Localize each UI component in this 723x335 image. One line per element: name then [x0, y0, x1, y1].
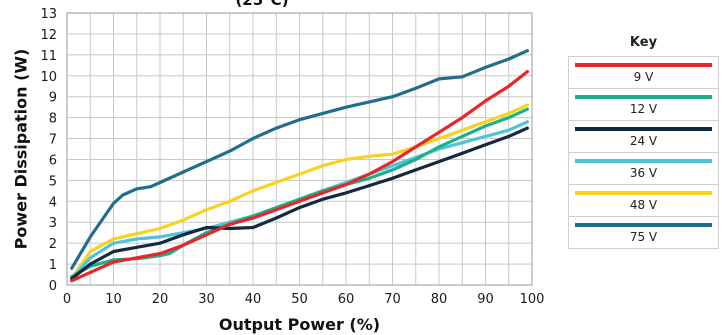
- y-tick-label: 8: [49, 112, 57, 127]
- series-lines: [70, 49, 530, 283]
- y-tick-label: 10: [40, 70, 57, 85]
- chart-title: (25°C): [235, 0, 288, 9]
- legend-entries: 9 V 12 V 24 V 36 V 48 V 75 V: [568, 56, 719, 249]
- x-tick-label: 100: [520, 292, 545, 307]
- x-tick-label: 50: [291, 292, 308, 307]
- y-tick-label: 9: [49, 91, 57, 106]
- y-tick-label: 1: [49, 258, 57, 273]
- x-tick-label: 30: [198, 292, 215, 307]
- y-tick-label: 0: [49, 279, 57, 294]
- legend-swatch: [575, 95, 712, 99]
- y-tick-label: 7: [49, 133, 57, 148]
- legend-item: 75 V: [568, 217, 719, 249]
- y-tick-label: 12: [40, 28, 57, 43]
- legend-item: 48 V: [568, 185, 719, 217]
- y-axis-label: Power Dissipation (W): [12, 49, 31, 250]
- legend-title: Key: [629, 35, 658, 50]
- plot-frame: [66, 12, 533, 286]
- legend-label: 75 V: [629, 230, 658, 244]
- series-line-48v: [70, 103, 530, 281]
- x-tick-label: 10: [105, 292, 122, 307]
- y-tick-label: 3: [49, 216, 57, 231]
- x-tick-label: 80: [431, 292, 448, 307]
- x-tick-label: 0: [63, 292, 71, 307]
- legend-swatch: [575, 63, 712, 67]
- legend: Key 9 V 12 V 24 V 36 V 48 V 75 V: [568, 30, 719, 249]
- x-tick-label: 20: [152, 292, 169, 307]
- x-tick-label: 60: [338, 292, 355, 307]
- y-tick-label: 5: [49, 174, 57, 189]
- x-tick-label: 90: [477, 292, 494, 307]
- series-line-9v: [70, 69, 530, 283]
- series-line-24v: [70, 126, 530, 281]
- legend-swatch: [575, 223, 712, 227]
- x-tick-labels: 0 10 20 30 40 50 60 70 80 90 100: [63, 292, 545, 307]
- legend-label: 12 V: [629, 102, 658, 116]
- x-axis-label: Output Power (%): [219, 315, 380, 334]
- legend-swatch: [575, 127, 712, 131]
- legend-label: 48 V: [629, 198, 658, 212]
- y-tick-label: 13: [40, 7, 57, 22]
- x-tick-label: 70: [384, 292, 401, 307]
- y-tick-label: 11: [40, 49, 57, 64]
- legend-item: 36 V: [568, 153, 719, 185]
- grid: [66, 12, 533, 286]
- legend-swatch: [575, 191, 712, 195]
- legend-item: 9 V: [568, 57, 719, 89]
- y-tick-label: 4: [49, 195, 57, 210]
- legend-label: 24 V: [629, 134, 658, 148]
- legend-swatch: [575, 159, 712, 163]
- legend-label: 36 V: [629, 166, 658, 180]
- legend-label: 9 V: [633, 70, 654, 84]
- chart-svg: (25°C) 0 10 20 30 40 50 60 70 80 90 100 0123456789…: [12, 0, 545, 334]
- legend-item: 24 V: [568, 121, 719, 153]
- x-tick-label: 40: [245, 292, 262, 307]
- y-tick-label: 2: [49, 237, 57, 252]
- y-tick-label: 6: [49, 153, 57, 168]
- legend-item: 12 V: [568, 89, 719, 121]
- series-line-75v: [70, 49, 530, 270]
